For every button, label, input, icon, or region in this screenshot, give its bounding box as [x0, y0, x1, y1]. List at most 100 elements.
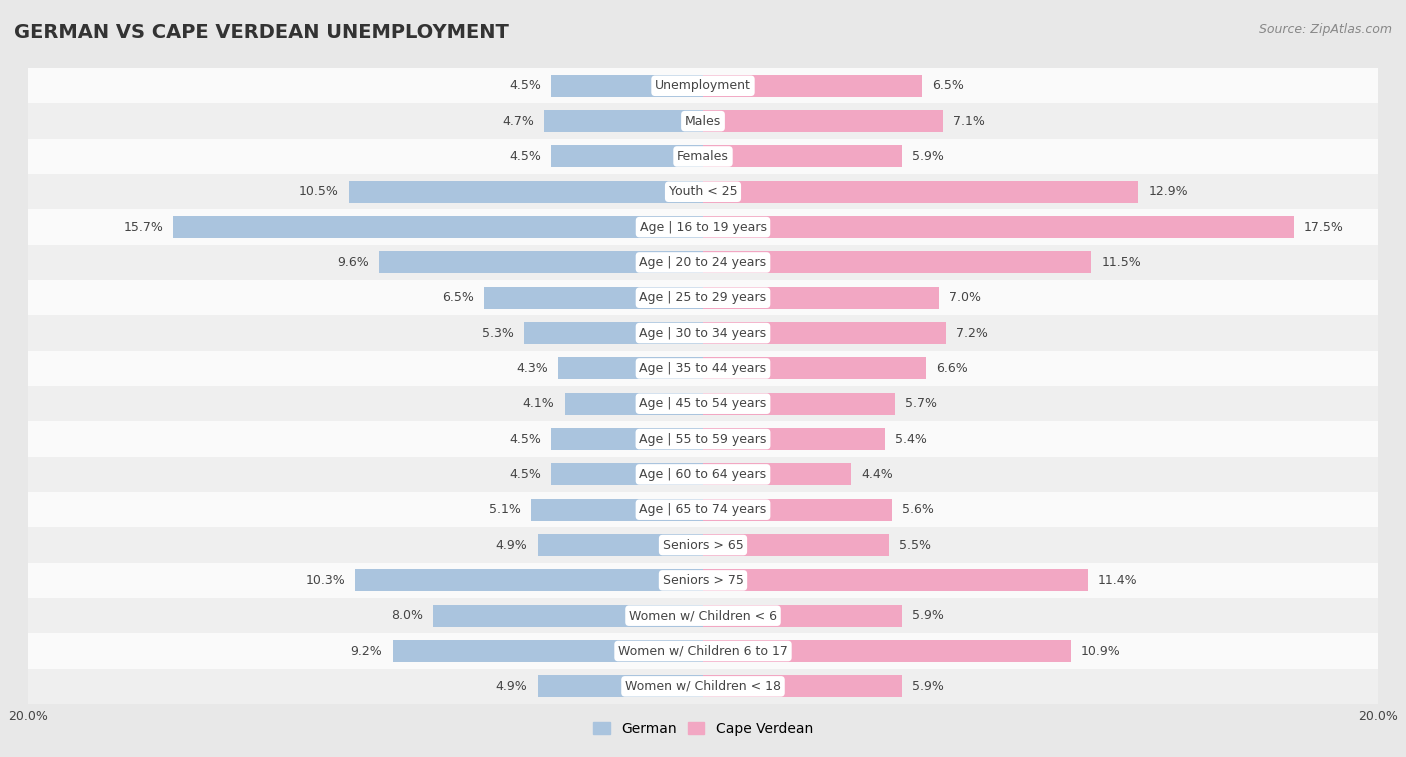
Text: 4.9%: 4.9%: [496, 680, 527, 693]
Text: Unemployment: Unemployment: [655, 79, 751, 92]
Text: Age | 20 to 24 years: Age | 20 to 24 years: [640, 256, 766, 269]
Bar: [28, 316, 1378, 350]
Bar: [703, 111, 942, 132]
Bar: [28, 68, 1378, 104]
Text: 5.4%: 5.4%: [896, 432, 927, 446]
Text: 4.5%: 4.5%: [509, 79, 541, 92]
Bar: [28, 528, 1378, 562]
Bar: [703, 393, 896, 415]
Text: 9.6%: 9.6%: [337, 256, 368, 269]
Bar: [173, 217, 703, 238]
Bar: [565, 393, 703, 415]
Bar: [703, 251, 1091, 273]
Bar: [28, 492, 1378, 528]
Bar: [28, 350, 1378, 386]
Bar: [392, 640, 703, 662]
Bar: [28, 104, 1378, 139]
Bar: [28, 562, 1378, 598]
Bar: [703, 463, 852, 485]
Text: Age | 60 to 64 years: Age | 60 to 64 years: [640, 468, 766, 481]
Text: Age | 55 to 59 years: Age | 55 to 59 years: [640, 432, 766, 446]
Bar: [551, 463, 703, 485]
Text: 7.1%: 7.1%: [953, 114, 984, 128]
Text: Women w/ Children < 6: Women w/ Children < 6: [628, 609, 778, 622]
Bar: [484, 287, 703, 309]
Text: 5.7%: 5.7%: [905, 397, 938, 410]
Bar: [703, 569, 1088, 591]
Bar: [28, 210, 1378, 245]
Text: Age | 16 to 19 years: Age | 16 to 19 years: [640, 220, 766, 234]
Legend: German, Cape Verdean: German, Cape Verdean: [588, 716, 818, 742]
Bar: [537, 534, 703, 556]
Bar: [356, 569, 703, 591]
Bar: [28, 422, 1378, 456]
Text: 4.4%: 4.4%: [862, 468, 893, 481]
Bar: [380, 251, 703, 273]
Text: Youth < 25: Youth < 25: [669, 185, 737, 198]
Bar: [551, 428, 703, 450]
Text: Women w/ Children < 18: Women w/ Children < 18: [626, 680, 780, 693]
Bar: [28, 139, 1378, 174]
Text: Seniors > 65: Seniors > 65: [662, 538, 744, 552]
Text: 6.6%: 6.6%: [936, 362, 967, 375]
Text: Age | 45 to 54 years: Age | 45 to 54 years: [640, 397, 766, 410]
Text: 10.9%: 10.9%: [1081, 644, 1121, 658]
Text: 7.0%: 7.0%: [949, 291, 981, 304]
Text: Seniors > 75: Seniors > 75: [662, 574, 744, 587]
Bar: [544, 111, 703, 132]
Bar: [703, 75, 922, 97]
Text: Women w/ Children 6 to 17: Women w/ Children 6 to 17: [619, 644, 787, 658]
Bar: [28, 668, 1378, 704]
Bar: [551, 145, 703, 167]
Text: Age | 25 to 29 years: Age | 25 to 29 years: [640, 291, 766, 304]
Text: 6.5%: 6.5%: [441, 291, 474, 304]
Bar: [524, 322, 703, 344]
Text: 4.7%: 4.7%: [502, 114, 534, 128]
Text: Age | 30 to 34 years: Age | 30 to 34 years: [640, 326, 766, 340]
Text: 11.5%: 11.5%: [1101, 256, 1140, 269]
Bar: [28, 174, 1378, 210]
Text: Age | 35 to 44 years: Age | 35 to 44 years: [640, 362, 766, 375]
Text: 5.1%: 5.1%: [489, 503, 520, 516]
Text: 5.9%: 5.9%: [912, 609, 943, 622]
Text: 5.9%: 5.9%: [912, 150, 943, 163]
Bar: [703, 605, 903, 627]
Text: 4.5%: 4.5%: [509, 150, 541, 163]
Text: 7.2%: 7.2%: [956, 326, 988, 340]
Text: 12.9%: 12.9%: [1149, 185, 1188, 198]
Bar: [703, 428, 886, 450]
Bar: [703, 287, 939, 309]
Text: 9.2%: 9.2%: [350, 644, 382, 658]
Text: 4.1%: 4.1%: [523, 397, 554, 410]
Text: Age | 65 to 74 years: Age | 65 to 74 years: [640, 503, 766, 516]
Bar: [703, 217, 1294, 238]
Text: GERMAN VS CAPE VERDEAN UNEMPLOYMENT: GERMAN VS CAPE VERDEAN UNEMPLOYMENT: [14, 23, 509, 42]
Bar: [28, 245, 1378, 280]
Bar: [28, 456, 1378, 492]
Text: 17.5%: 17.5%: [1303, 220, 1344, 234]
Bar: [531, 499, 703, 521]
Text: 6.5%: 6.5%: [932, 79, 965, 92]
Bar: [28, 280, 1378, 316]
Bar: [703, 534, 889, 556]
Bar: [703, 181, 1139, 203]
Text: 5.3%: 5.3%: [482, 326, 515, 340]
Bar: [703, 322, 946, 344]
Text: 5.9%: 5.9%: [912, 680, 943, 693]
Text: 4.5%: 4.5%: [509, 468, 541, 481]
Bar: [703, 145, 903, 167]
Bar: [703, 357, 925, 379]
Text: 8.0%: 8.0%: [391, 609, 423, 622]
Bar: [558, 357, 703, 379]
Text: 5.6%: 5.6%: [903, 503, 934, 516]
Text: 10.3%: 10.3%: [305, 574, 346, 587]
Text: Females: Females: [678, 150, 728, 163]
Text: 5.5%: 5.5%: [898, 538, 931, 552]
Bar: [551, 75, 703, 97]
Text: 11.4%: 11.4%: [1098, 574, 1137, 587]
Text: Males: Males: [685, 114, 721, 128]
Text: 15.7%: 15.7%: [124, 220, 163, 234]
Text: 4.3%: 4.3%: [516, 362, 548, 375]
Text: 10.5%: 10.5%: [298, 185, 339, 198]
Bar: [28, 386, 1378, 422]
